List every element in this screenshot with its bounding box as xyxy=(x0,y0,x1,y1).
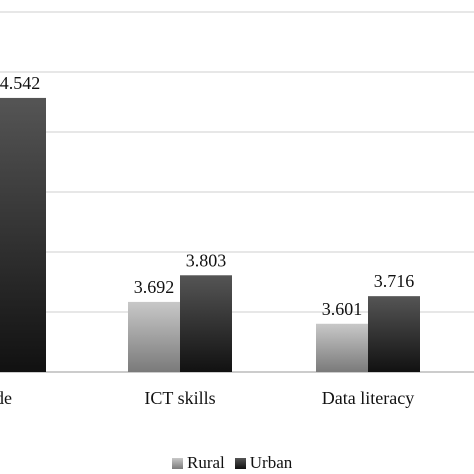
bars xyxy=(0,97,420,373)
legend-item-urban: Urban xyxy=(234,453,293,473)
bar-urban xyxy=(180,275,232,372)
data-label-urban: 3.716 xyxy=(374,271,415,291)
legend-item-rural: Rural xyxy=(172,453,225,473)
bar-urban xyxy=(368,296,420,372)
grid-lines xyxy=(0,11,474,373)
data-label-urban: 3.803 xyxy=(186,250,227,270)
legend-swatch-urban xyxy=(234,457,246,469)
legend-label-rural: Rural xyxy=(187,453,225,472)
category-labels: itude ICT skills Data literacy xyxy=(0,388,414,408)
legend-label-urban: Urban xyxy=(249,453,293,472)
data-label-rural: 3.601 xyxy=(322,299,363,319)
data-label-rural: 3.692 xyxy=(134,277,175,297)
legend-swatch-rural xyxy=(172,457,183,469)
bar-rural xyxy=(316,323,368,372)
bar-urban xyxy=(0,97,46,373)
data-label-urban: 4.542 xyxy=(0,73,40,93)
legend: Rural Urban xyxy=(172,452,302,474)
data-labels: 4.542 3.692 3.803 3.601 3.716 xyxy=(0,73,414,319)
category-label: itude xyxy=(0,388,12,408)
category-label: Data literacy xyxy=(322,388,414,408)
bar-rural xyxy=(128,301,180,372)
category-label: ICT skills xyxy=(144,388,215,408)
